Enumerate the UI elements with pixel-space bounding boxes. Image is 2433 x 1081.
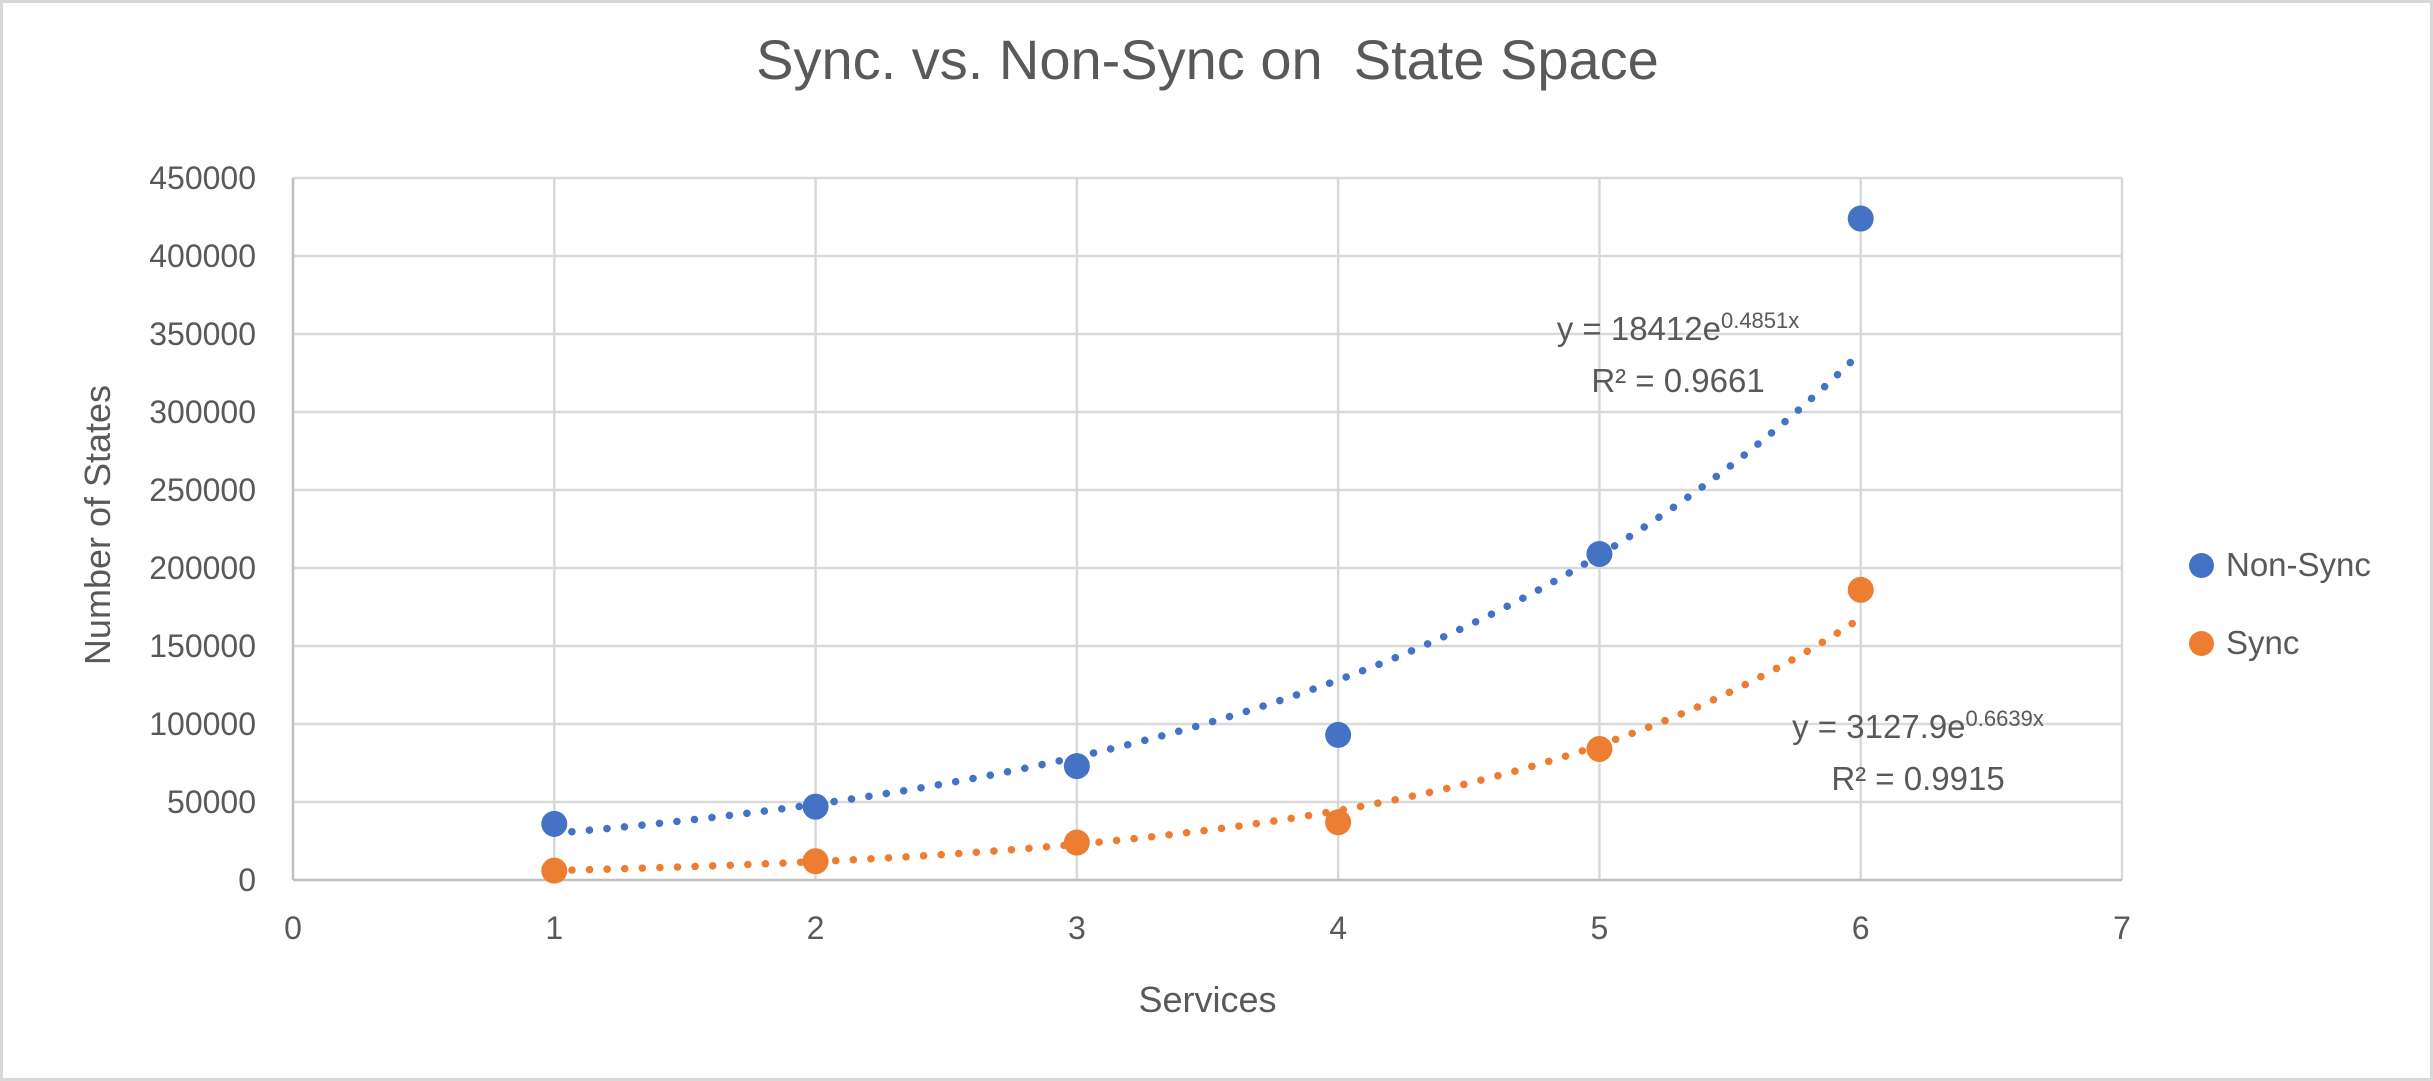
y-tick-label: 150000 <box>149 628 256 664</box>
data-point-sync <box>1325 809 1352 836</box>
trendline-equation-non-sync: y = 18412e0.4851x R² = 0.9661 <box>1433 303 1923 407</box>
data-point-non-sync <box>541 810 568 837</box>
x-axis-title: Services <box>1138 979 1277 1020</box>
x-tick-label: 1 <box>545 910 564 946</box>
y-tick-label: 100000 <box>149 706 256 742</box>
data-point-non-sync <box>1847 205 1874 232</box>
trendline-sync <box>550 614 1865 875</box>
data-point-sync <box>541 857 568 884</box>
trendline-equation-sync: y = 3127.9e0.6639x R² = 0.9915 <box>1673 701 2163 805</box>
chart-title: Sync. vs. Non-Sync on State Space <box>756 28 1659 91</box>
y-tick-label: 250000 <box>149 472 256 508</box>
legend-marker-sync <box>2189 630 2214 656</box>
data-point-non-sync <box>1325 721 1352 748</box>
y-tick-label: 50000 <box>167 784 256 820</box>
y-tick-label: 350000 <box>149 316 256 352</box>
data-point-non-sync <box>802 793 829 820</box>
equation-text: y = 3127.9e <box>1792 708 1966 745</box>
data-point-non-sync <box>1586 540 1613 567</box>
equation-line: y = 18412e0.4851x <box>1433 303 1923 355</box>
equation-line: y = 3127.9e0.6639x <box>1673 701 2163 753</box>
y-tick-label: 300000 <box>149 394 256 430</box>
legend-label: Non-Sync <box>2226 546 2371 583</box>
y-tick-label: 400000 <box>149 238 256 274</box>
legend-item-sync: Sync <box>2189 621 2371 665</box>
x-tick-label: 5 <box>1590 910 1609 946</box>
y-axis-title: Number of States <box>77 384 118 666</box>
equation-exponent: 0.4851x <box>1720 308 1800 333</box>
legend-marker-non-sync <box>2189 552 2214 578</box>
data-point-sync <box>1847 576 1874 603</box>
equation-text: y = 18412e <box>1556 310 1721 347</box>
data-point-sync <box>1586 735 1613 762</box>
x-tick-label: 0 <box>284 910 302 946</box>
data-point-sync <box>802 848 829 875</box>
legend: Non-Sync Sync <box>2189 543 2371 699</box>
equation-exponent: 0.6639x <box>1965 706 2044 731</box>
x-tick-label: 7 <box>2113 910 2131 946</box>
r-squared-text: R² = 0.9661 <box>1591 362 1765 399</box>
data-point-non-sync <box>1063 753 1090 780</box>
x-tick-label: 6 <box>1851 910 1870 946</box>
y-tick-label: 200000 <box>149 550 256 586</box>
legend-item-non-sync: Non-Sync <box>2189 543 2371 587</box>
plot-area <box>291 176 2124 884</box>
y-tick-label: 0 <box>238 862 256 898</box>
r-squared-text: R² = 0.9915 <box>1831 760 2005 797</box>
y-tick-label: 450000 <box>149 160 256 196</box>
data-point-sync <box>1063 829 1090 856</box>
x-tick-label: 2 <box>806 910 825 946</box>
legend-label: Sync <box>2226 624 2300 661</box>
x-tick-label: 4 <box>1329 910 1348 946</box>
x-tick-label: 3 <box>1067 910 1086 946</box>
trendline-non-sync <box>550 348 1865 838</box>
